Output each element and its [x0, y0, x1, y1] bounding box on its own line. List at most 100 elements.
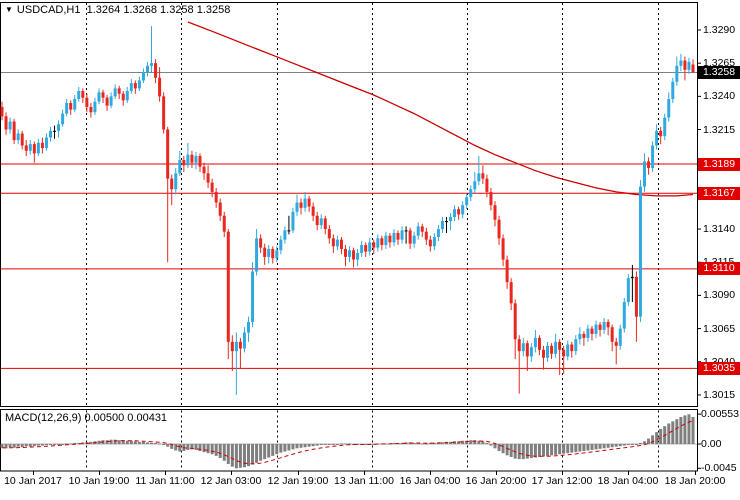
candle-body — [246, 321, 250, 333]
candle-body — [647, 161, 651, 169]
candle-body — [283, 230, 287, 240]
candle-body — [566, 344, 570, 357]
macd-histogram-bar — [166, 444, 170, 447]
macd-histogram-bar — [129, 440, 133, 444]
macd-histogram-bar — [525, 444, 529, 459]
candle-body — [416, 226, 420, 236]
macd-histogram-bar — [493, 444, 497, 449]
candle-body — [129, 83, 133, 92]
candle-body — [533, 337, 537, 348]
macd-histogram-bar — [170, 444, 174, 449]
macd-histogram-bar — [178, 444, 182, 452]
macd-axis-label: 0.00553 — [701, 408, 739, 421]
candle-body — [16, 133, 20, 141]
candle-body — [667, 99, 671, 118]
macd-histogram-bar — [69, 443, 73, 445]
macd-histogram-bar — [105, 440, 109, 444]
candle-body — [48, 130, 52, 138]
price-tick-label: 1.3140 — [703, 223, 736, 236]
candle-body — [501, 238, 505, 260]
macd-plot-area[interactable] — [0, 409, 698, 472]
time-tick-label: 13 Jan 11:00 — [334, 475, 394, 487]
collapse-arrow-icon[interactable]: ▼ — [5, 5, 13, 14]
macd-histogram-bar — [186, 444, 190, 450]
sr-price-badge[interactable]: 1.3035 — [698, 361, 740, 375]
macd-histogram-bar — [384, 443, 388, 445]
macd-histogram-bar — [299, 444, 303, 448]
macd-histogram-bar — [194, 444, 198, 450]
price-tick-label: 1.3015 — [703, 388, 736, 401]
candle-body — [469, 189, 473, 198]
macd-histogram-bar — [4, 444, 8, 449]
sr-price-badge[interactable]: 1.3167 — [698, 186, 740, 200]
macd-histogram-bar — [295, 444, 299, 449]
macd-histogram-bar — [582, 444, 586, 452]
candle-body — [655, 130, 659, 146]
price-tick-label: 1.3240 — [703, 90, 736, 103]
macd-histogram-bar — [57, 444, 61, 445]
price-tick-label: 1.3065 — [703, 322, 736, 335]
candle-body — [679, 60, 683, 66]
candle-body — [125, 91, 129, 101]
candle-body — [339, 239, 343, 249]
candle-body — [465, 197, 469, 206]
candle-body — [517, 339, 521, 352]
sr-price-badge[interactable]: 1.3110 — [698, 262, 740, 276]
candle-body — [65, 102, 69, 114]
candle-body — [428, 239, 432, 247]
macd-histogram-bar — [113, 439, 117, 444]
macd-histogram-bar — [440, 442, 444, 444]
candle-body — [489, 191, 493, 206]
candle-body — [315, 215, 319, 226]
macd-histogram-bar — [541, 444, 545, 457]
candle-body — [97, 92, 101, 102]
candle-body — [307, 198, 311, 207]
candle-body — [360, 244, 364, 253]
main-chart-plot-area[interactable] — [0, 2, 698, 407]
macd-histogram-bar — [24, 444, 28, 447]
candle-body — [44, 137, 48, 149]
macd-histogram-bar — [521, 444, 525, 460]
macd-histogram-bar — [0, 444, 4, 448]
candle-body — [457, 209, 461, 215]
macd-histogram-bar — [432, 442, 436, 444]
candle-body — [432, 237, 436, 247]
macd-histogram-bar — [537, 444, 541, 457]
candle-body — [311, 206, 315, 216]
candle-body — [238, 341, 242, 349]
macd-histogram-bar — [226, 444, 230, 464]
candle-body — [521, 343, 525, 352]
candle-body — [659, 130, 663, 137]
symbol-period-label: USDCAD,H1 — [16, 4, 81, 16]
candle-body — [481, 173, 485, 179]
candle-body — [440, 221, 444, 230]
candle-body — [234, 341, 238, 352]
macd-histogram-bar — [610, 444, 614, 448]
candle-body — [230, 341, 234, 352]
macd-histogram-bar — [315, 444, 319, 446]
macd-histogram-bar — [566, 444, 570, 454]
macd-histogram-bar — [465, 440, 469, 444]
macd-histogram-bar — [214, 444, 218, 456]
macd-histogram-bar — [392, 442, 396, 444]
candle-body — [36, 142, 40, 154]
candle-body — [206, 173, 210, 183]
candle-body — [578, 333, 582, 340]
ma-line — [187, 21, 694, 197]
candle-body — [303, 198, 307, 208]
sr-price-badge[interactable]: 1.3189 — [698, 157, 740, 171]
macd-histogram-bar — [311, 444, 315, 447]
candle-body — [453, 209, 457, 218]
macd-histogram-bar — [234, 444, 238, 469]
macd-histogram-bar — [279, 444, 283, 453]
candle-body — [364, 244, 368, 252]
candle-body — [323, 218, 327, 230]
macd-histogram-bar — [206, 444, 210, 454]
candle-body — [372, 242, 376, 248]
macd-histogram-bar — [529, 444, 533, 459]
candle-body — [348, 250, 352, 257]
macd-histogram-bar — [533, 444, 537, 458]
candle-body — [554, 341, 558, 354]
macd-histogram-bar — [643, 441, 647, 444]
candle-body — [424, 231, 428, 240]
